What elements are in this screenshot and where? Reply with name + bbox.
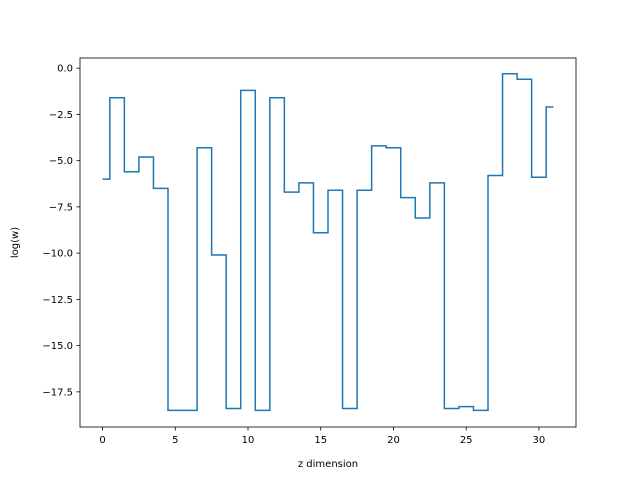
y-tick-label: −12.5	[42, 295, 73, 306]
x-tick-label: 10	[242, 435, 255, 446]
y-tick-label: 0.0	[57, 64, 73, 75]
y-tick-label: −7.5	[49, 202, 73, 213]
x-axis-label: z dimension	[298, 459, 358, 470]
x-tick-label: 25	[460, 435, 473, 446]
plot-frame	[79, 57, 577, 428]
y-tick-label: −15.0	[42, 341, 73, 352]
series-line	[102, 72, 554, 412]
y-axis-label: log(w)	[10, 227, 21, 258]
x-tick-label: 0	[99, 435, 105, 446]
x-tick-label: 30	[533, 435, 546, 446]
x-tick-label: 5	[172, 435, 178, 446]
x-tick-label: 20	[387, 435, 400, 446]
y-tick-label: −10.0	[42, 249, 73, 260]
y-tick-label: −5.0	[49, 156, 73, 167]
y-tick-label: −17.5	[42, 387, 73, 398]
x-tick-label: 15	[314, 435, 327, 446]
y-axis-ticks: 0.0 −2.5 −5.0 −7.5 −10.0 −12.5 −15.0 −17.5	[42, 64, 80, 398]
plot-area-background	[80, 58, 576, 427]
y-tick-label: −2.5	[49, 110, 73, 121]
x-axis-ticks: 0 5 10 15 20 25 30	[99, 427, 545, 446]
